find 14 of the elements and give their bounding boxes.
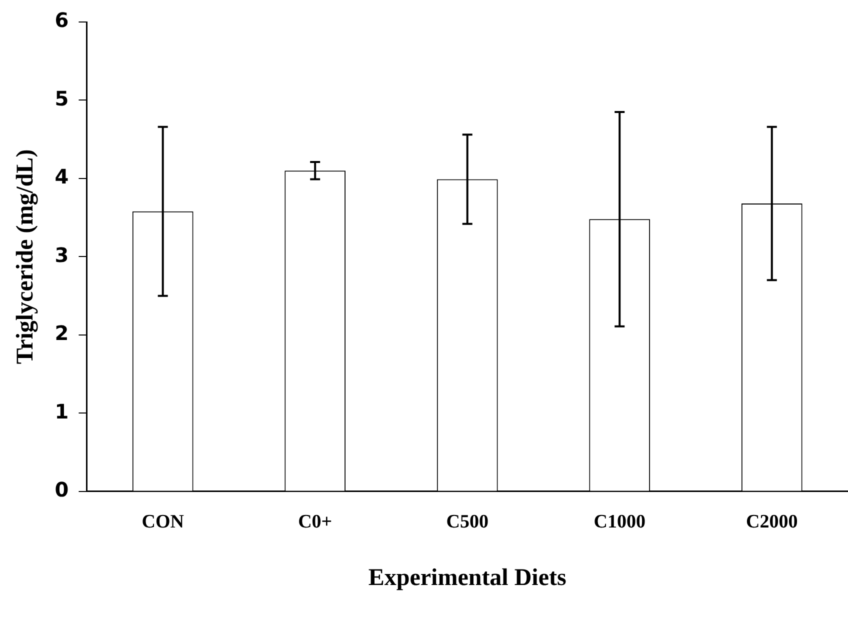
x-tick-label: C1000 — [594, 512, 646, 533]
x-axis-title: Experimental Diets — [368, 564, 566, 591]
x-tick-label: C0+ — [298, 512, 332, 533]
y-tick-label: 3 — [54, 242, 69, 267]
y-tick-label: 1 — [54, 399, 69, 424]
x-tick-label: CON — [142, 512, 184, 533]
y-tick-label: 6 — [54, 8, 69, 32]
x-tick-label: C500 — [446, 512, 488, 533]
y-tick-label: 2 — [54, 321, 69, 346]
y-tick-label: 0 — [54, 478, 69, 502]
y-axis-title: Triglyceride (mg/dL) — [12, 149, 39, 364]
x-tick-label: C2000 — [746, 512, 798, 533]
y-tick-label: 4 — [54, 164, 69, 189]
y-tick-label: 5 — [54, 86, 69, 110]
